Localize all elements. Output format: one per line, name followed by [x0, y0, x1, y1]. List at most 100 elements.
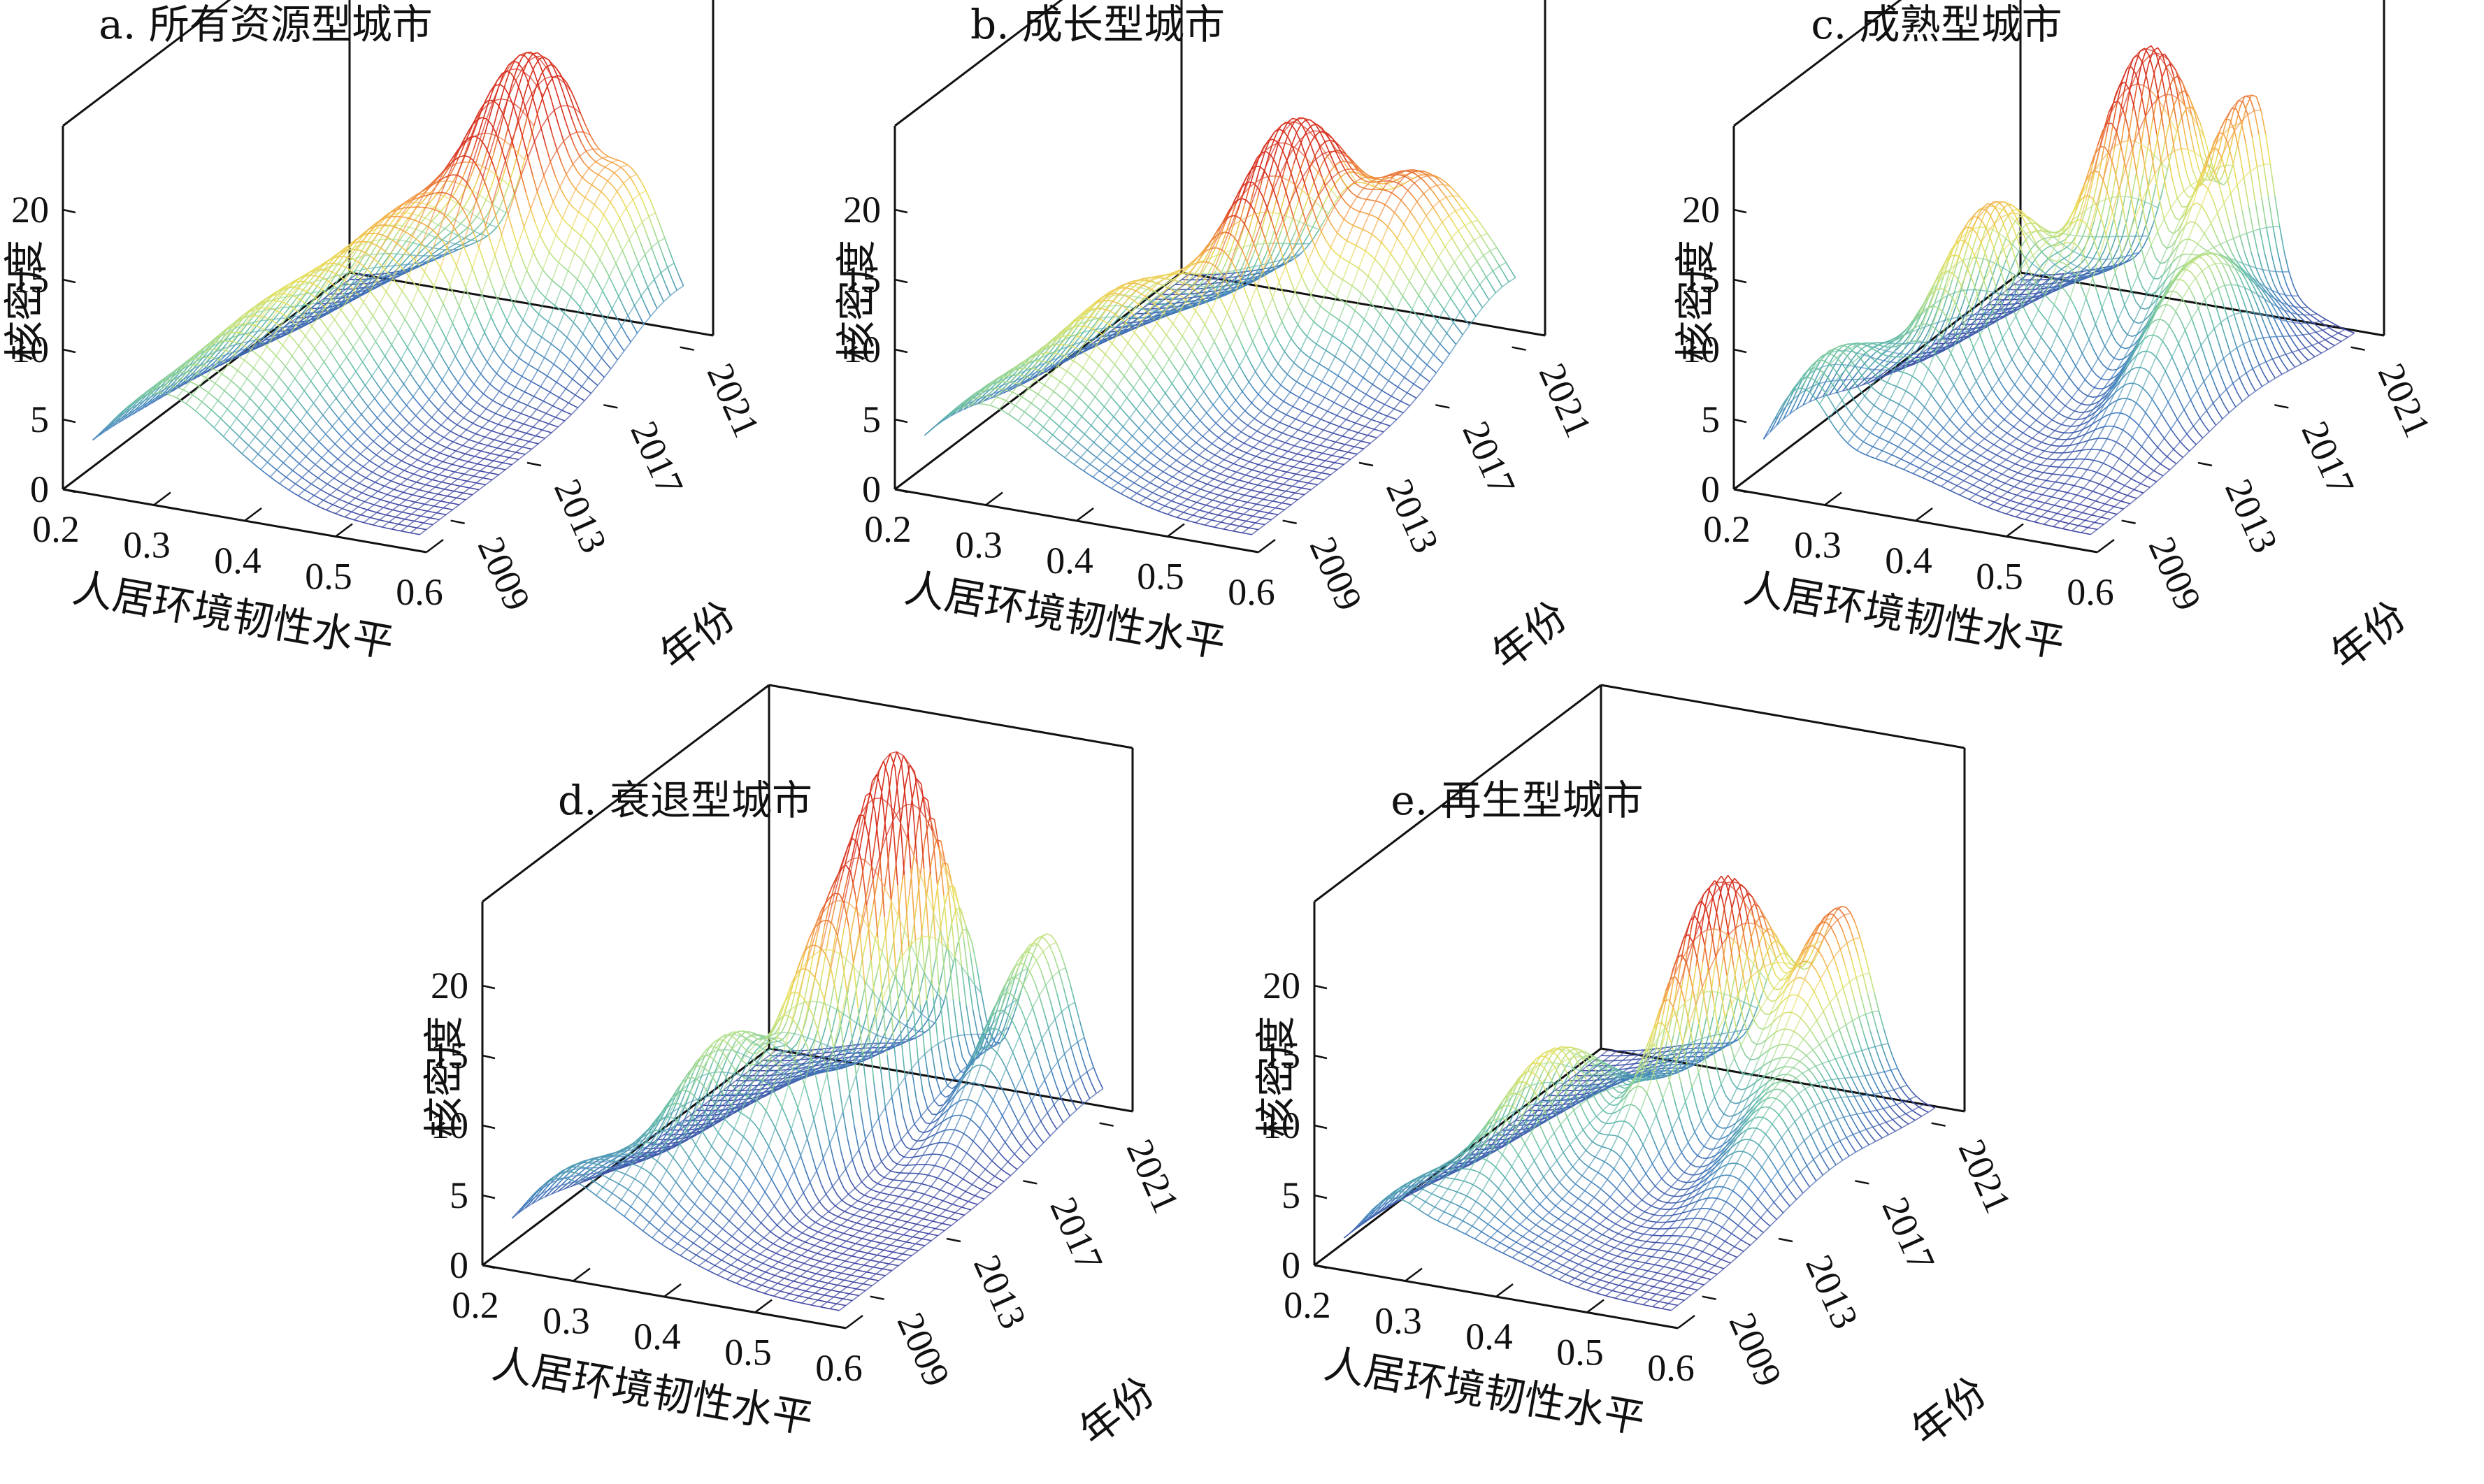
surface-wire — [339, 498, 345, 503]
surface-wire — [311, 316, 320, 327]
surface-wire — [620, 166, 626, 173]
surface-wire — [243, 398, 250, 409]
surface-wire — [385, 278, 394, 292]
surface-wire — [1317, 162, 1323, 173]
surface-wire — [312, 441, 320, 450]
surface-wire — [575, 101, 582, 114]
surface-wire — [1307, 226, 1314, 236]
surface-wire — [489, 224, 497, 229]
surface-wire — [364, 384, 371, 393]
surface-wire — [437, 372, 443, 380]
surface-wire — [228, 363, 234, 368]
surface-wire — [374, 266, 382, 268]
surface-wire — [357, 431, 365, 440]
surface-wire — [478, 389, 484, 394]
surface-wire — [491, 124, 497, 134]
surface-wire — [336, 295, 343, 299]
surface-wire — [313, 474, 319, 479]
surface-wire — [498, 461, 503, 463]
surface-wire — [468, 156, 474, 161]
surface-wire — [247, 334, 253, 338]
surface-wire — [443, 285, 451, 304]
surface-wire — [422, 461, 427, 465]
surface-wire — [257, 422, 263, 428]
surface-wire — [533, 366, 538, 371]
surface-wire — [391, 344, 397, 353]
surface-wire — [460, 452, 466, 455]
surface-wire — [308, 306, 315, 312]
surface-wire — [322, 415, 329, 422]
surface-wire — [529, 394, 535, 397]
surface-wire — [405, 234, 412, 242]
surface-wire — [1267, 254, 1273, 264]
surface-wire — [547, 363, 554, 377]
surface-wire — [503, 185, 510, 199]
surface-wire — [373, 489, 378, 492]
surface-wire — [405, 366, 411, 375]
surface-wire — [238, 333, 245, 336]
surface-wire — [509, 452, 517, 459]
surface-wire — [299, 487, 306, 491]
surface-wire — [471, 239, 478, 243]
surface-wire — [200, 370, 208, 375]
surface-wire — [296, 361, 302, 369]
surface-wire — [234, 431, 240, 438]
surface-wire — [285, 366, 291, 373]
surface-wire — [391, 431, 397, 438]
surface-wire — [375, 497, 381, 500]
surface-wire — [603, 201, 611, 215]
surface-wire — [192, 386, 200, 396]
surface-wire — [465, 486, 471, 489]
surface-wire — [541, 410, 547, 415]
surface-wire — [332, 454, 338, 460]
surface-wire — [222, 427, 231, 437]
surface-wire — [292, 356, 298, 363]
surface-wire — [448, 219, 454, 227]
surface-wire — [471, 124, 478, 138]
surface-wire — [596, 187, 602, 192]
surface-wire — [342, 293, 350, 297]
surface-wire — [1275, 158, 1282, 177]
surface-wire — [279, 483, 285, 488]
surface-wire — [454, 183, 461, 193]
surface-wire — [1387, 226, 1393, 233]
surface-wire — [580, 352, 587, 359]
surface-wire — [410, 446, 415, 450]
surface-wire — [131, 410, 139, 415]
surface-wire — [386, 420, 394, 428]
surface-wire — [629, 239, 635, 252]
surface-wire — [1282, 257, 1288, 264]
surface-wire — [1490, 284, 1496, 294]
surface-wire — [312, 286, 318, 294]
surface-wire — [426, 524, 433, 531]
surface-wire — [194, 349, 202, 356]
surface-wire — [565, 388, 571, 393]
surface-wire — [676, 285, 684, 291]
surface-wire — [320, 384, 328, 395]
surface-wire — [464, 136, 472, 156]
surface-wire — [551, 426, 559, 433]
surface-wire — [511, 459, 519, 466]
surface-wire — [594, 367, 601, 373]
surface-wire — [631, 273, 638, 285]
surface-wire — [250, 431, 256, 438]
surface-wire — [294, 296, 301, 300]
surface-wire — [469, 487, 475, 490]
surface-wire — [426, 376, 432, 384]
surface-wire — [226, 337, 232, 344]
surface-wire — [202, 356, 210, 366]
surface-wire — [457, 382, 464, 389]
surface-wire — [482, 472, 490, 479]
surface-wire — [148, 398, 155, 403]
surface-wire — [1272, 195, 1279, 213]
surface-wire — [522, 303, 531, 321]
surface-wire — [459, 499, 466, 505]
surface-wire — [354, 414, 362, 423]
surface-wire — [375, 454, 382, 459]
surface-wire — [371, 242, 377, 246]
surface-wire — [547, 189, 554, 202]
surface-wire — [516, 334, 522, 341]
surface-wire — [408, 501, 416, 508]
surface-wire — [611, 296, 619, 309]
surface-wire — [366, 268, 373, 275]
